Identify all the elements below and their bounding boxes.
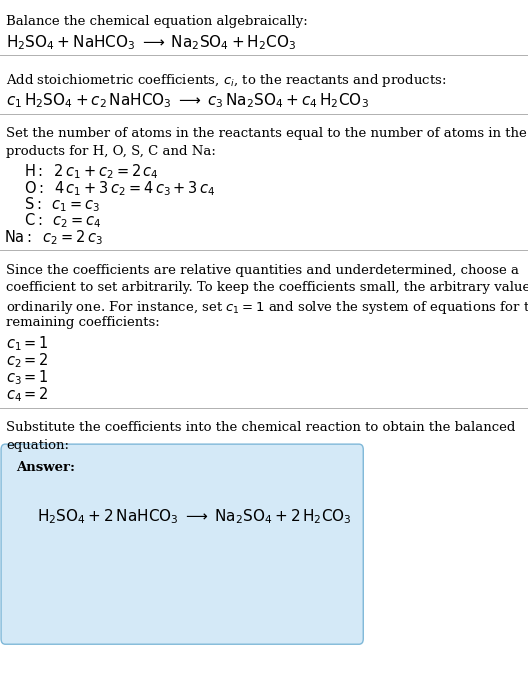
Text: equation:: equation: [6,439,69,452]
Text: $\mathrm{O:}\;\; 4\,c_1 + 3\,c_2 = 4\,c_3 + 3\,c_4$: $\mathrm{O:}\;\; 4\,c_1 + 3\,c_2 = 4\,c_… [24,179,215,198]
Text: products for H, O, S, C and Na:: products for H, O, S, C and Na: [6,145,216,158]
Text: coefficient to set arbitrarily. To keep the coefficients small, the arbitrary va: coefficient to set arbitrarily. To keep … [6,281,528,294]
Text: $\mathrm{H:}\;\; 2\,c_1 + c_2 = 2\,c_4$: $\mathrm{H:}\;\; 2\,c_1 + c_2 = 2\,c_4$ [24,162,158,181]
Text: $\mathrm{H_2SO_4 + 2\,NaHCO_3 \;\longrightarrow\; Na_2SO_4 + 2\,H_2CO_3}$: $\mathrm{H_2SO_4 + 2\,NaHCO_3 \;\longrig… [37,507,352,526]
Text: ordinarily one. For instance, set $c_1 = 1$ and solve the system of equations fo: ordinarily one. For instance, set $c_1 =… [6,299,528,316]
Text: $\mathrm{H_2SO_4 + NaHCO_3 \;\longrightarrow\; Na_2SO_4 + H_2CO_3}$: $\mathrm{H_2SO_4 + NaHCO_3 \;\longrighta… [6,33,297,52]
Text: remaining coefficients:: remaining coefficients: [6,316,160,329]
Text: $c_3 = 1$: $c_3 = 1$ [6,368,49,387]
Text: $c_1 = 1$: $c_1 = 1$ [6,335,49,354]
Text: Answer:: Answer: [16,461,75,474]
Text: $c_2 = 2$: $c_2 = 2$ [6,352,49,370]
Text: Substitute the coefficients into the chemical reaction to obtain the balanced: Substitute the coefficients into the che… [6,421,516,434]
Text: $c_4 = 2$: $c_4 = 2$ [6,385,49,404]
Text: Balance the chemical equation algebraically:: Balance the chemical equation algebraica… [6,15,308,28]
Text: $\mathrm{C:}\;\; c_2 = c_4$: $\mathrm{C:}\;\; c_2 = c_4$ [24,212,101,231]
Text: Set the number of atoms in the reactants equal to the number of atoms in the: Set the number of atoms in the reactants… [6,127,527,140]
Text: $\mathrm{Na:}\;\; c_2 = 2\,c_3$: $\mathrm{Na:}\;\; c_2 = 2\,c_3$ [4,228,103,247]
Text: Add stoichiometric coefficients, $c_i$, to the reactants and products:: Add stoichiometric coefficients, $c_i$, … [6,72,447,89]
FancyBboxPatch shape [1,444,363,644]
Text: $c_1\,\mathrm{H_2SO_4} + c_2\,\mathrm{NaHCO_3} \;\longrightarrow\; c_3\,\mathrm{: $c_1\,\mathrm{H_2SO_4} + c_2\,\mathrm{Na… [6,91,369,110]
Text: $\mathrm{S:}\;\; c_1 = c_3$: $\mathrm{S:}\;\; c_1 = c_3$ [24,195,100,214]
Text: Since the coefficients are relative quantities and underdetermined, choose a: Since the coefficients are relative quan… [6,264,520,276]
